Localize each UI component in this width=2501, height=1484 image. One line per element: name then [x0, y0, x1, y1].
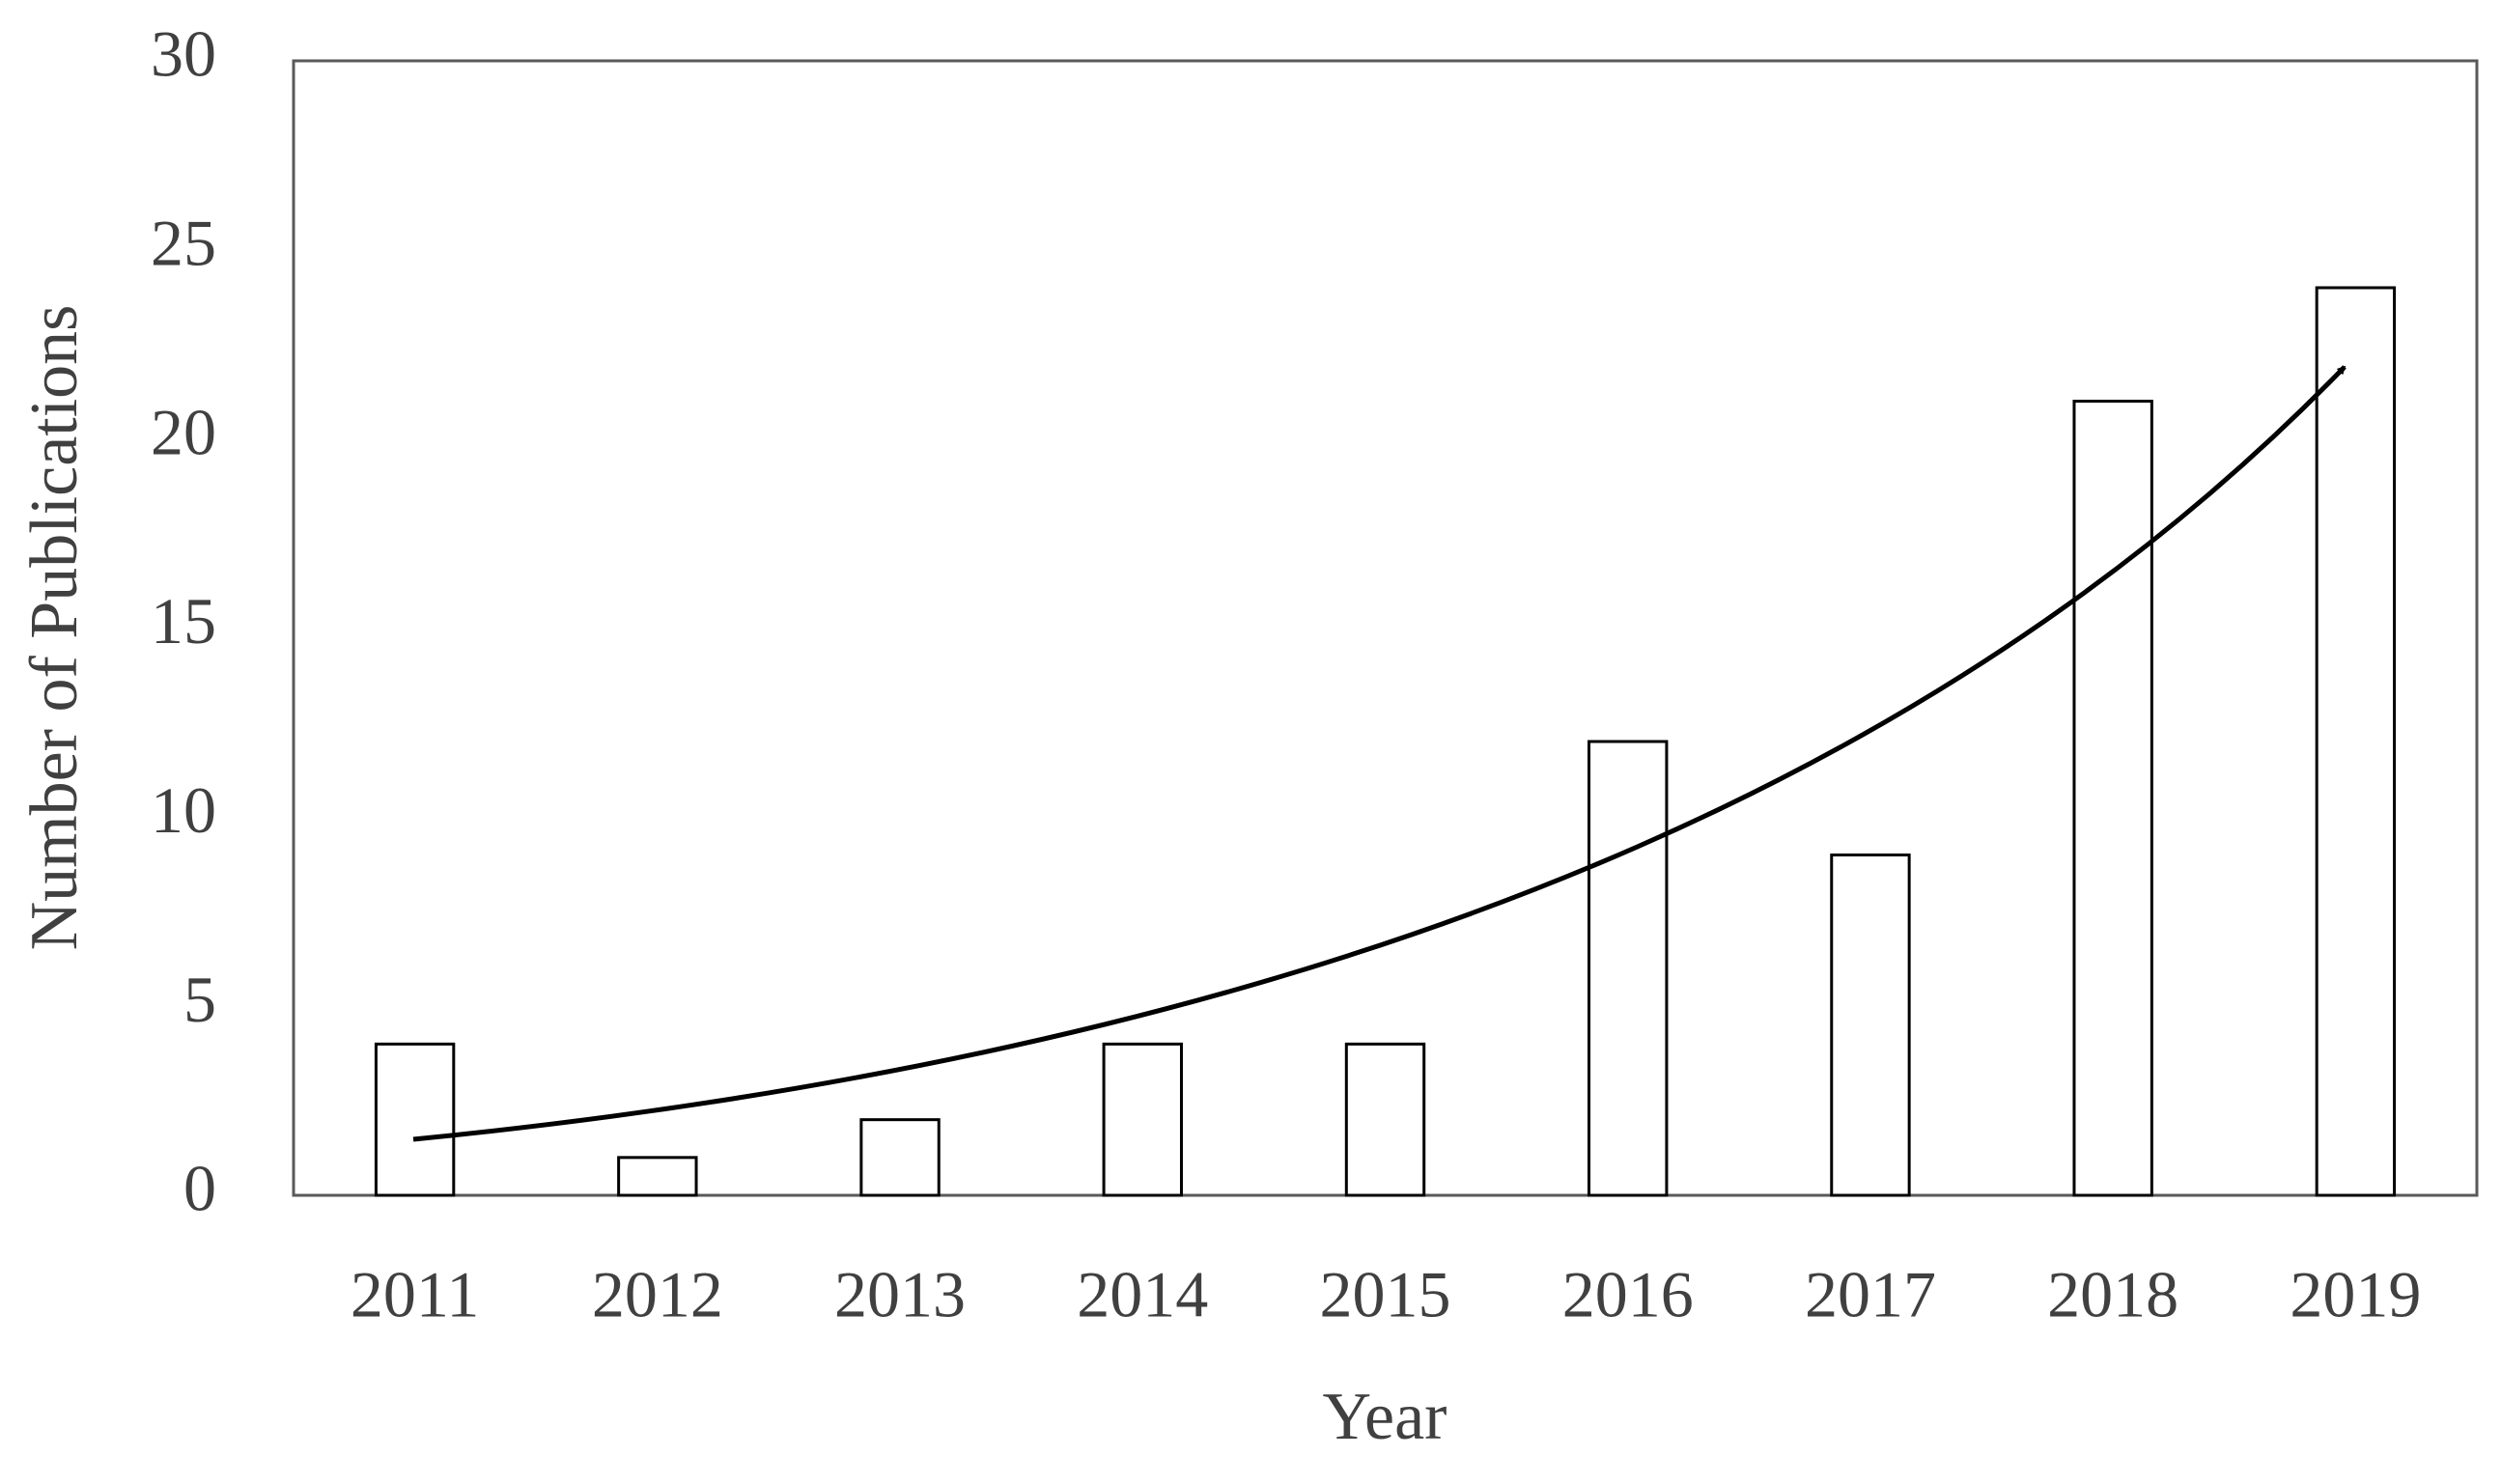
x-tick-label: 2014 [1077, 1258, 1208, 1331]
bar [2072, 400, 2153, 1197]
y-tick-label: 0 [183, 1152, 216, 1225]
bar [1102, 1042, 1183, 1197]
bar [1344, 1042, 1426, 1197]
y-tick-label: 30 [151, 17, 216, 91]
trend-arrow [412, 365, 2346, 1142]
bar [617, 1156, 698, 1197]
x-tick-label: 2013 [834, 1258, 966, 1331]
x-tick-label: 2012 [592, 1258, 723, 1331]
y-tick-label: 10 [151, 773, 216, 847]
x-tick-label: 2011 [351, 1258, 479, 1331]
bar [2315, 286, 2397, 1197]
x-tick-label: 2018 [2047, 1258, 2178, 1331]
bar [1588, 740, 1669, 1197]
bar [859, 1118, 941, 1197]
y-tick-label: 25 [151, 206, 216, 279]
x-tick-label: 2015 [1320, 1258, 1451, 1331]
bar [1830, 854, 1911, 1197]
x-tick-label: 2016 [1562, 1258, 1694, 1331]
x-axis-title: Year [1323, 1380, 1447, 1454]
y-tick-label: 5 [183, 963, 216, 1036]
x-tick-label: 2017 [1805, 1258, 1936, 1331]
y-tick-label: 20 [151, 395, 216, 468]
y-tick-label: 15 [151, 584, 216, 658]
bar [374, 1042, 456, 1197]
x-tick-label: 2019 [2290, 1258, 2421, 1331]
y-axis-title: Number of Publications [17, 305, 92, 951]
